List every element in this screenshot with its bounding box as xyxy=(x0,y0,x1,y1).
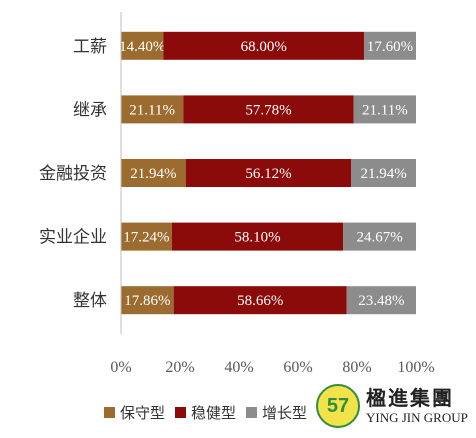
data-label: 24.67% xyxy=(357,230,403,246)
group-logo: 57 楹進集團 YING JIN GROUP xyxy=(316,380,476,438)
legend-label: 保守型 xyxy=(120,404,166,422)
x-tick-label: 100% xyxy=(397,359,434,376)
bar-segment xyxy=(171,222,344,251)
data-label: 21.11% xyxy=(129,102,175,118)
x-tick-label: 60% xyxy=(283,359,312,376)
data-label: 58.66% xyxy=(237,293,283,309)
bar-segment xyxy=(173,286,347,315)
logo-emblem: 57 xyxy=(316,384,360,428)
legend-label: 增长型 xyxy=(262,404,308,422)
category-label: 工薪 xyxy=(73,37,107,57)
legend: 保守型 稳健型 增长型 xyxy=(104,402,317,423)
bar-segment xyxy=(121,31,164,60)
category-label: 实业企业 xyxy=(39,228,107,248)
logo-mark: 57 xyxy=(326,394,350,417)
x-tick-label: 20% xyxy=(165,359,194,376)
category-label: 金融投资 xyxy=(39,164,107,184)
bar-segment xyxy=(353,95,416,124)
data-label: 68.00% xyxy=(241,39,287,55)
bar-segment xyxy=(121,95,184,124)
data-label: 14.40% xyxy=(119,39,165,55)
bar-segment xyxy=(163,31,365,60)
data-label: 58.10% xyxy=(234,230,280,246)
bar-segment xyxy=(121,222,172,251)
legend-item: 稳健型 xyxy=(175,402,236,423)
bars-layer: 14.40% 68.00% 17.60% 21.11% 57.78% 21.11% 21.9… xyxy=(119,31,417,315)
bar-segment xyxy=(351,159,416,187)
legend-item: 保守型 xyxy=(104,402,165,423)
category-label: 继承 xyxy=(73,100,107,120)
x-tick-label: 40% xyxy=(224,359,253,376)
x-tick-label: 0% xyxy=(110,359,131,376)
data-label: 57.78% xyxy=(245,102,291,118)
data-label: 21.94% xyxy=(130,166,176,182)
data-label: 17.60% xyxy=(367,39,413,55)
category-label: 整体 xyxy=(73,291,107,311)
logo-name-cn: 楹進集團 xyxy=(366,386,454,410)
legend-swatch xyxy=(175,407,187,418)
x-tick-labels: 0% 20% 40% 60% 80% 100% xyxy=(110,359,434,376)
bar-segment xyxy=(121,159,186,187)
data-label: 23.48% xyxy=(358,293,404,309)
legend-item: 增长型 xyxy=(246,402,307,423)
legend-swatch xyxy=(246,407,258,418)
data-label: 21.11% xyxy=(362,102,408,118)
legend-label: 稳健型 xyxy=(191,404,237,422)
legend-swatch xyxy=(104,407,115,418)
data-label: 21.94% xyxy=(361,166,407,182)
stacked-bar-chart: 14.40% 68.00% 17.60% 21.11% 57.78% 21.11% 21.9… xyxy=(39,12,435,376)
data-label: 17.86% xyxy=(124,293,170,309)
bar-segment xyxy=(183,95,354,124)
bar-segment xyxy=(364,31,416,60)
logo-name-en: YING JIN GROUP xyxy=(366,410,468,425)
x-tick-label: 80% xyxy=(342,359,371,376)
bar-segment xyxy=(185,159,352,187)
bar-segment xyxy=(346,286,416,315)
data-label: 17.24% xyxy=(123,230,169,246)
bar-segment xyxy=(121,286,174,315)
bar-segment xyxy=(343,222,417,251)
data-label: 56.12% xyxy=(245,166,291,182)
